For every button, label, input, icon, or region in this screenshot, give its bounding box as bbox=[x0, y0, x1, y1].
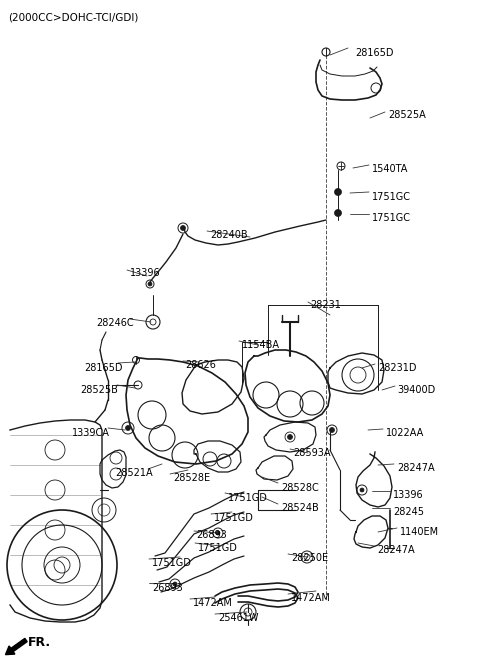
Text: 1751GC: 1751GC bbox=[372, 213, 411, 223]
Text: 1472AM: 1472AM bbox=[193, 598, 233, 608]
Text: 26893: 26893 bbox=[152, 583, 183, 593]
Text: 28165D: 28165D bbox=[84, 363, 122, 373]
Text: 28247A: 28247A bbox=[397, 463, 434, 473]
Text: 1339CA: 1339CA bbox=[72, 428, 110, 438]
Circle shape bbox=[360, 488, 364, 492]
Text: 28165D: 28165D bbox=[355, 48, 394, 58]
Text: 26893: 26893 bbox=[196, 530, 227, 540]
Text: 1751GC: 1751GC bbox=[372, 192, 411, 202]
Circle shape bbox=[180, 226, 185, 230]
Text: 28524B: 28524B bbox=[281, 503, 319, 513]
Text: 1751GD: 1751GD bbox=[152, 558, 192, 568]
Circle shape bbox=[216, 531, 220, 535]
FancyArrow shape bbox=[5, 638, 27, 655]
Text: 28231: 28231 bbox=[310, 300, 341, 310]
Text: 28525B: 28525B bbox=[80, 385, 118, 395]
Text: 28250E: 28250E bbox=[291, 553, 328, 563]
Text: 1472AM: 1472AM bbox=[291, 593, 331, 603]
Circle shape bbox=[173, 582, 177, 586]
Circle shape bbox=[335, 209, 341, 216]
Circle shape bbox=[329, 428, 335, 432]
Text: 39400D: 39400D bbox=[397, 385, 435, 395]
Circle shape bbox=[148, 282, 152, 286]
Text: 28528E: 28528E bbox=[173, 473, 210, 483]
Text: 13396: 13396 bbox=[130, 268, 161, 278]
Text: 25461W: 25461W bbox=[218, 613, 259, 623]
Text: 1154BA: 1154BA bbox=[242, 340, 280, 350]
Text: 28246C: 28246C bbox=[96, 318, 133, 328]
Text: 28240B: 28240B bbox=[210, 230, 248, 240]
Text: 1751GD: 1751GD bbox=[214, 513, 254, 523]
Text: 28231D: 28231D bbox=[378, 363, 417, 373]
Text: 28245: 28245 bbox=[393, 507, 424, 517]
Circle shape bbox=[288, 434, 292, 440]
Text: 1022AA: 1022AA bbox=[386, 428, 424, 438]
Text: 28247A: 28247A bbox=[377, 545, 415, 555]
Text: 1751GD: 1751GD bbox=[228, 493, 268, 503]
Text: 1751GD: 1751GD bbox=[198, 543, 238, 553]
Text: 28593A: 28593A bbox=[293, 448, 331, 458]
Text: 28626: 28626 bbox=[185, 360, 216, 370]
Circle shape bbox=[125, 426, 131, 430]
Text: 1140EM: 1140EM bbox=[400, 527, 439, 537]
Text: FR.: FR. bbox=[28, 636, 51, 649]
Text: 13396: 13396 bbox=[393, 490, 424, 500]
Text: 28525A: 28525A bbox=[388, 110, 426, 120]
Circle shape bbox=[335, 188, 341, 195]
Text: 28528C: 28528C bbox=[281, 483, 319, 493]
Text: (2000CC>DOHC-TCI/GDI): (2000CC>DOHC-TCI/GDI) bbox=[8, 12, 138, 22]
Text: 28521A: 28521A bbox=[115, 468, 153, 478]
Text: 1540TA: 1540TA bbox=[372, 164, 408, 174]
